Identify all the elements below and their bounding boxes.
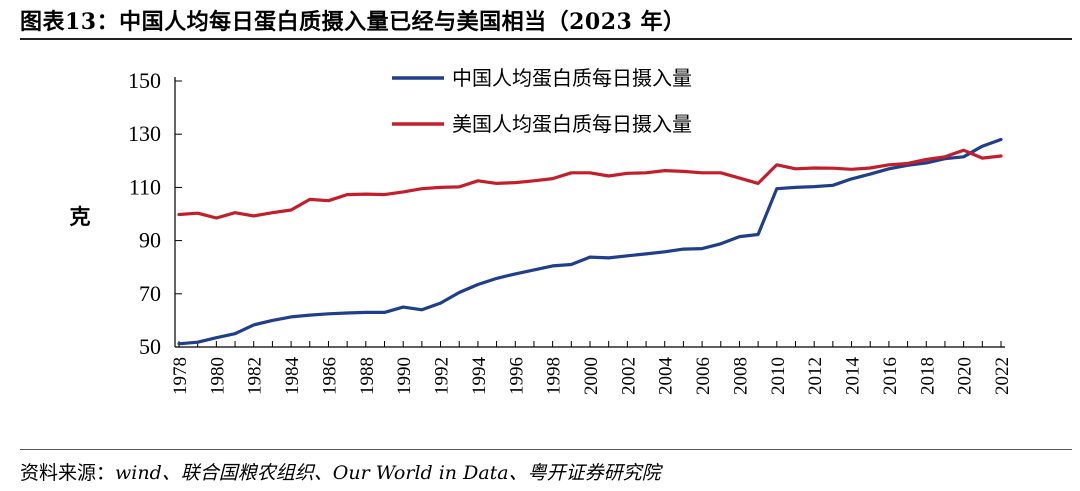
x-tick-label: 1996 (506, 357, 527, 395)
source-label: 资料来源： (20, 462, 116, 484)
y-axis-label: 克 (70, 204, 91, 229)
usa-series-line (177, 148, 1003, 220)
x-tick-label: 1994 (469, 356, 490, 395)
x-tick-label: 1988 (357, 357, 378, 395)
x-tick-label: 2006 (693, 357, 714, 395)
source-note: 资料来源：wind、联合国粮农组织、Our World in Data、粤开证券… (20, 458, 661, 485)
x-tick-label: 2002 (618, 357, 639, 395)
legend-item-usa: 美国人均蛋白质每日摄入量 (392, 112, 692, 136)
y-tick-label: 110 (129, 174, 161, 199)
x-tick-label: 2014 (843, 357, 864, 396)
x-tick-label: 1992 (432, 357, 453, 395)
title-rule (20, 38, 1072, 40)
source-rule (20, 449, 1072, 450)
y-tick-label: 90 (139, 228, 161, 253)
legend-item-china: 中国人均蛋白质每日摄入量 (392, 66, 692, 90)
x-tick-label: 2010 (768, 357, 789, 395)
x-tick-label: 1990 (394, 357, 415, 395)
chart-title: 图表13：中国人均每日蛋白质摄入量已经与美国相当（2023 年） (20, 9, 686, 35)
x-tick-label: 2012 (805, 357, 826, 395)
plot-area (177, 137, 1003, 346)
china-series-line (177, 137, 1003, 346)
x-tick-label: 1986 (319, 357, 340, 395)
y-tick-label: 70 (139, 281, 161, 306)
x-tick-label: 2022 (992, 357, 1013, 395)
x-tick-label: 2018 (917, 357, 938, 395)
source-text: wind、联合国粮农组织、Our World in Data、粤开证券研究院 (115, 462, 661, 484)
x-tick-label: 1998 (544, 357, 565, 395)
x-tick-label: 1982 (245, 357, 266, 395)
x-tick-label: 2000 (581, 357, 602, 395)
x-tick-label: 2020 (955, 357, 976, 395)
axes: 50 70 90 110 130 150 1978 1980 1982 1984 1986 1988 1… (128, 68, 1013, 395)
y-tick-label: 150 (128, 68, 161, 93)
legend-label: 美国人均蛋白质每日摄入量 (452, 112, 692, 136)
x-tick-label: 2016 (880, 357, 901, 395)
legend-label: 中国人均蛋白质每日摄入量 (452, 66, 692, 90)
x-tick-label: 1984 (282, 357, 303, 396)
x-tick-label: 2004 (656, 357, 677, 396)
x-tick-label: 2008 (730, 357, 751, 395)
x-tick-label: 1978 (170, 357, 191, 395)
y-tick-label: 50 (139, 334, 161, 359)
x-tick-label: 1980 (207, 357, 228, 395)
y-tick-label: 130 (128, 121, 161, 146)
